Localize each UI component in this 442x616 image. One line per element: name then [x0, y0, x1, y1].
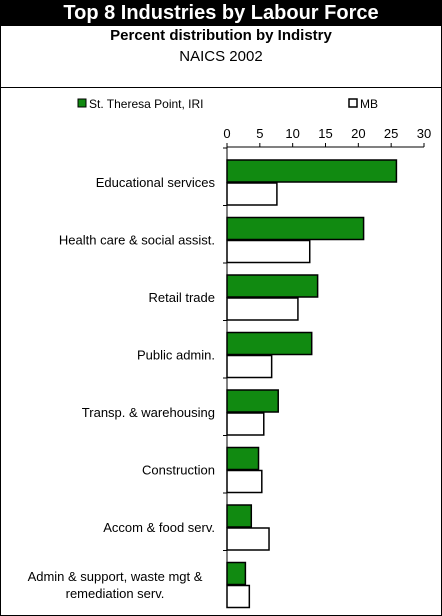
legend-label-series-1: St. Theresa Point, IRI [89, 97, 204, 111]
classification-label: NAICS 2002 [179, 48, 263, 65]
bar-series-1 [226, 446, 260, 471]
y-axis-category-label: Public admin. [137, 348, 215, 363]
bar-series-1 [226, 274, 319, 298]
bar-series-2 [226, 354, 273, 379]
x-axis-tick-label: 15 [318, 126, 332, 141]
x-axis-tick-label: 30 [417, 126, 431, 141]
bar-series-1 [226, 331, 313, 356]
legend-swatch-series-1 [77, 98, 87, 108]
y-axis-category-label: Admin & support, waste mgt & [28, 569, 203, 584]
bar-series-2 [226, 239, 311, 264]
y-axis-category-label: Transp. & warehousing [82, 405, 215, 420]
bar-series-1 [226, 216, 365, 241]
bar-series-1 [226, 159, 398, 183]
chart-title: Top 8 Industries by Labour Force [1, 1, 441, 26]
x-axis-tick-label: 5 [256, 126, 263, 141]
y-axis-category-label: remediation serv. [66, 586, 165, 601]
legend-swatch-series-2 [348, 98, 358, 108]
bar-series-2 [226, 412, 265, 436]
bar-series-2 [226, 297, 299, 321]
bar-series-1 [226, 561, 247, 586]
y-axis-category-label: Educational services [96, 175, 216, 190]
y-axis-category-label: Health care & social assist. [59, 233, 215, 248]
chart-subtitle: Percent distribution by Indistry [110, 27, 332, 44]
y-axis-category-label: Retail trade [149, 290, 215, 305]
x-axis-tick-label: 10 [285, 126, 299, 141]
bar-series-2 [226, 584, 251, 609]
header-divider [1, 87, 441, 88]
bar-series-2 [226, 469, 263, 494]
bar-series-1 [226, 389, 279, 413]
x-axis-tick-label: 0 [223, 126, 230, 141]
y-axis-category-label: Accom & food serv. [103, 520, 215, 535]
x-axis-tick-label: 25 [384, 126, 398, 141]
legend-label-series-2: MB [360, 97, 378, 111]
x-axis-tick-label: 20 [351, 126, 365, 141]
bar-series-2 [226, 182, 278, 206]
y-axis-category-label: Construction [142, 463, 215, 478]
bar-series-1 [226, 504, 253, 528]
bar-series-2 [226, 527, 270, 551]
